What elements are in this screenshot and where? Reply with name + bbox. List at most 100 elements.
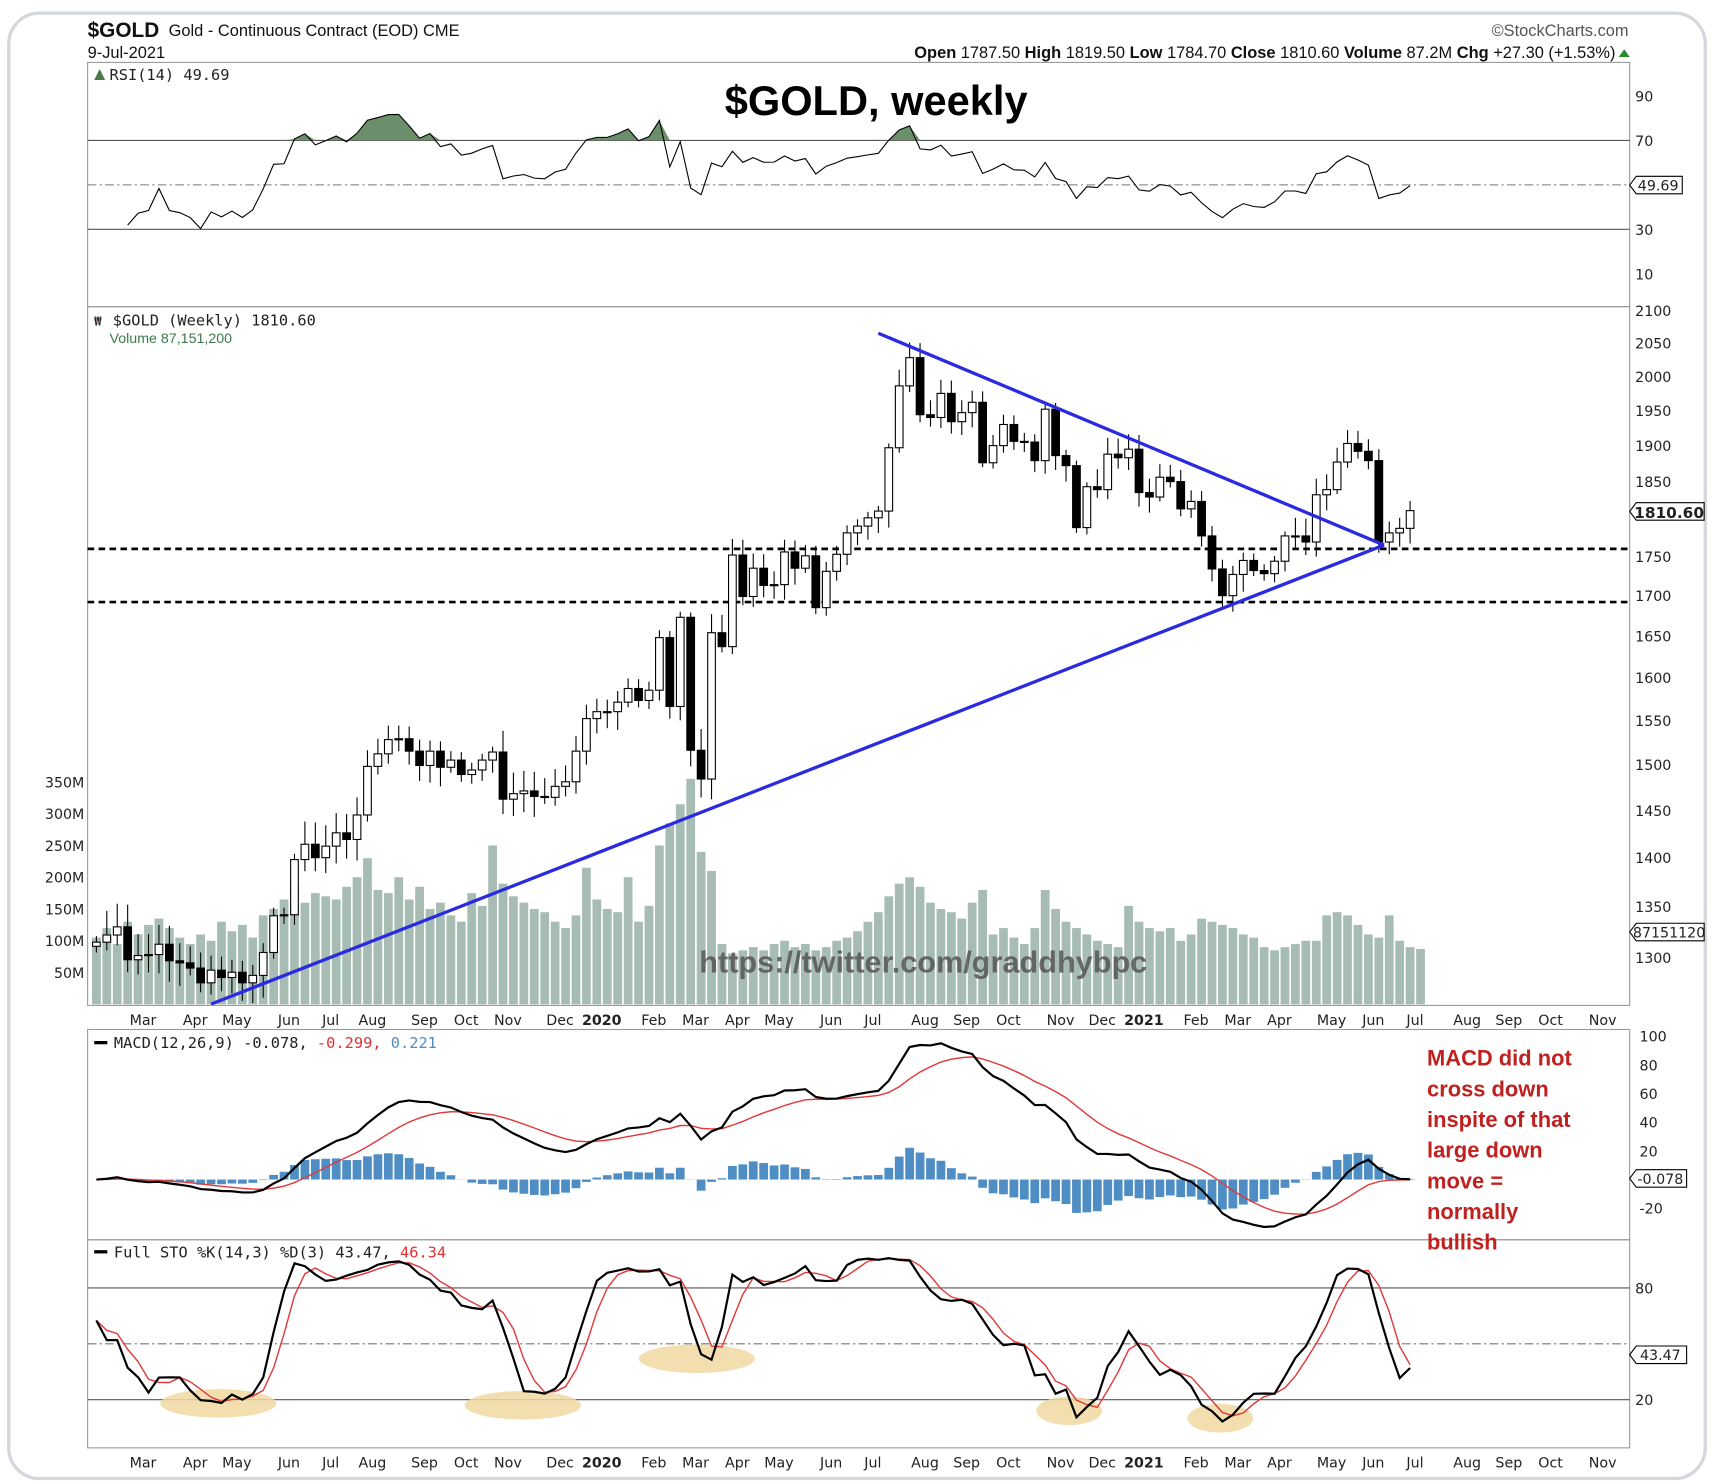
- volume-tick-label: 150M: [45, 902, 84, 918]
- volume-bar: [415, 886, 424, 1005]
- candle-body: [509, 793, 518, 800]
- macd-legend-signal: -0.299,: [317, 1034, 382, 1052]
- volume-bar: [1092, 940, 1102, 1005]
- macd-histogram-bar: [748, 1161, 758, 1180]
- month-label: Oct: [454, 1456, 479, 1472]
- up-arrow-icon: [1618, 49, 1630, 57]
- macd-histogram-bar: [1374, 1166, 1384, 1180]
- volume-bar: [582, 867, 591, 1005]
- month-label: Jul: [321, 1013, 339, 1029]
- candle-body: [946, 392, 956, 423]
- candle-body: [675, 616, 685, 708]
- price-tick-label: 2050: [1635, 337, 1671, 353]
- volume-bar: [488, 845, 497, 1005]
- watermark: https://twitter.com/graddhybpc: [699, 946, 1147, 980]
- candle-body: [582, 718, 591, 752]
- macd-layer: [96, 1042, 1415, 1229]
- volume-bar: [1176, 940, 1186, 1005]
- macd-tick-label: 40: [1640, 1116, 1658, 1132]
- volume-bar: [926, 902, 935, 1005]
- candle-body: [248, 974, 258, 984]
- price-tick-label: 1550: [1635, 714, 1671, 730]
- volume-bar: [717, 943, 727, 1005]
- candle-body: [1364, 450, 1373, 462]
- volume-bar: [988, 934, 998, 1005]
- rsi-line: [127, 113, 1411, 230]
- chart-date: 9-Jul-2021: [88, 44, 166, 62]
- volume-tag: 87151120: [1628, 922, 1705, 941]
- volume-bar: [759, 950, 769, 1005]
- volume-bar: [540, 912, 550, 1005]
- month-label: Mar: [682, 1013, 709, 1029]
- volume-bar: [1040, 889, 1050, 1005]
- volume-bar: [780, 940, 789, 1005]
- instrument-name: Gold - Continuous Contract (EOD) CME: [169, 22, 460, 40]
- chart-frame: [7, 11, 1707, 1481]
- rsi-icon: [94, 68, 106, 80]
- volume-bar: [1343, 915, 1352, 1005]
- open-value: 1787.50: [961, 44, 1020, 62]
- volume-value: 87.2M: [1407, 44, 1453, 62]
- candle-body: [592, 711, 602, 720]
- macd-histogram-bar: [404, 1158, 414, 1180]
- macd-histogram-bar: [1030, 1179, 1040, 1204]
- volume-bar: [446, 915, 456, 1005]
- high-label: High: [1025, 44, 1061, 62]
- candle-body: [488, 751, 497, 761]
- stockcharts-brand[interactable]: ©StockCharts.com: [1492, 22, 1629, 40]
- candle-body: [717, 632, 727, 648]
- volume-bar: [936, 909, 946, 1005]
- candle-body: [540, 795, 550, 799]
- rsi-tag-value: 49.69: [1638, 179, 1679, 195]
- candle-body: [1259, 569, 1269, 575]
- candle-body: [1092, 486, 1102, 491]
- macd-histogram-bar: [790, 1167, 800, 1180]
- macd-histogram-bar: [1364, 1154, 1373, 1180]
- month-label: Jun: [819, 1456, 842, 1472]
- macd-histogram-bar: [811, 1177, 821, 1180]
- rsi-legend: RSI(14) 49.69: [110, 66, 230, 84]
- candle-body: [1009, 423, 1019, 442]
- candle-body: [1186, 500, 1196, 510]
- candle-body: [331, 832, 341, 847]
- macd-histogram-bar: [342, 1160, 351, 1180]
- macd-tick-label: -20: [1640, 1202, 1663, 1218]
- rsi-overbought-fill: [127, 114, 1411, 141]
- macd-histogram-bar: [363, 1156, 372, 1180]
- volume-bar: [894, 883, 904, 1005]
- month-label: Mar: [130, 1456, 157, 1472]
- volume-bar: [592, 899, 602, 1005]
- candle-body: [185, 962, 195, 969]
- macd-histogram-bar: [300, 1160, 310, 1180]
- candle-body: [269, 915, 279, 954]
- candle-body: [1384, 532, 1394, 543]
- candle-body: [571, 750, 581, 783]
- macd-histogram-bar: [279, 1171, 289, 1180]
- candle-body: [1343, 442, 1352, 463]
- month-label: Mar: [1224, 1013, 1251, 1029]
- volume-bar: [999, 928, 1008, 1005]
- volume-bar: [1249, 937, 1259, 1005]
- candle-body: [519, 790, 529, 795]
- volume-bar: [310, 893, 320, 1005]
- macd-histogram-bar: [540, 1179, 550, 1196]
- macd-histogram-bar: [185, 1179, 195, 1184]
- month-label: Jul: [863, 1456, 881, 1472]
- candle-body: [978, 401, 988, 464]
- candle-body: [133, 955, 143, 961]
- sto-k-line: [95, 1257, 1411, 1423]
- rsi-layer: [87, 113, 1630, 230]
- price-tick-label: 1900: [1635, 439, 1671, 455]
- volume-bar: [1270, 950, 1279, 1005]
- trendline: [210, 543, 1385, 1006]
- macd-histogram-bar: [1092, 1179, 1102, 1212]
- candle-body: [1113, 453, 1123, 459]
- volume-tick-label: 200M: [45, 871, 84, 887]
- macd-histogram-bar: [1019, 1179, 1029, 1200]
- volume-bar: [300, 902, 310, 1005]
- macd-tick-label: 20: [1640, 1144, 1658, 1160]
- macd-signal-line: [96, 1056, 1411, 1215]
- price-tag-value: 1810.60: [1634, 504, 1704, 522]
- macd-histogram-bar: [248, 1179, 258, 1183]
- volume-bar: [1030, 928, 1040, 1005]
